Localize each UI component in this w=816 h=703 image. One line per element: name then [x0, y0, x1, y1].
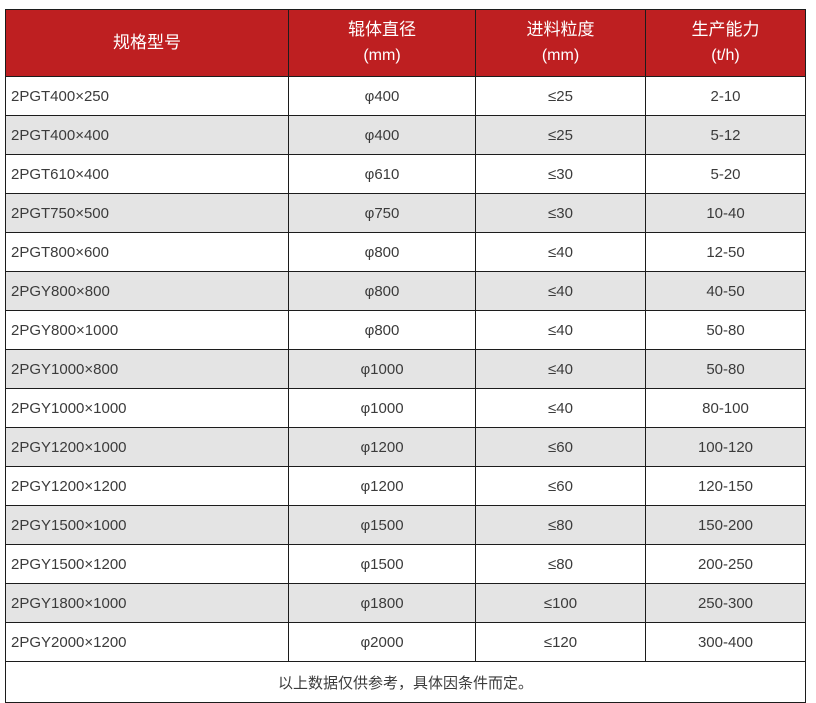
- cell-feed-size: ≤40: [475, 310, 646, 350]
- table-row: 2PGY1000×800 φ1000 ≤40 50-80: [5, 349, 806, 389]
- cell-feed-size: ≤80: [475, 505, 646, 545]
- column-header-model: 规格型号: [5, 9, 289, 77]
- cell-feed-size: ≤30: [475, 154, 646, 194]
- cell-feed-size: ≤40: [475, 388, 646, 428]
- cell-diameter: φ800: [288, 232, 476, 272]
- cell-capacity: 120-150: [645, 466, 806, 506]
- cell-diameter: φ2000: [288, 622, 476, 662]
- cell-model: 2PGT400×400: [5, 115, 289, 155]
- cell-feed-size: ≤40: [475, 271, 646, 311]
- cell-diameter: φ1200: [288, 466, 476, 506]
- cell-capacity: 5-20: [645, 154, 806, 194]
- cell-diameter: φ400: [288, 76, 476, 116]
- table-body: 2PGT400×250 φ400 ≤25 2-10 2PGT400×400 φ400 ≤25…: [5, 76, 806, 662]
- cell-capacity: 50-80: [645, 310, 806, 350]
- cell-diameter: φ1800: [288, 583, 476, 623]
- cell-capacity: 12-50: [645, 232, 806, 272]
- table-row: 2PGT400×400 φ400 ≤25 5-12: [5, 115, 806, 155]
- header-row: 规格型号 辊体直径 (mm) 进料粒度 (mm) 生产能力 (t/h): [5, 9, 806, 77]
- cell-capacity: 80-100: [645, 388, 806, 428]
- table-row: 2PGY1500×1000 φ1500 ≤80 150-200: [5, 505, 806, 545]
- cell-feed-size: ≤60: [475, 427, 646, 467]
- table-row: 2PGY800×1000 φ800 ≤40 50-80: [5, 310, 806, 350]
- table-row: 2PGY1200×1000 φ1200 ≤60 100-120: [5, 427, 806, 467]
- cell-model: 2PGY1200×1000: [5, 427, 289, 467]
- footnote-text: 以上数据仅供参考，具体因条件而定。: [5, 661, 806, 703]
- specification-table: 规格型号 辊体直径 (mm) 进料粒度 (mm) 生产能力 (t/h) 2PGT…: [5, 9, 806, 703]
- cell-model: 2PGT750×500: [5, 193, 289, 233]
- cell-diameter: φ1500: [288, 544, 476, 584]
- cell-feed-size: ≤80: [475, 544, 646, 584]
- table-footer: 以上数据仅供参考，具体因条件而定。: [5, 661, 806, 703]
- cell-model: 2PGY1800×1000: [5, 583, 289, 623]
- table-header: 规格型号 辊体直径 (mm) 进料粒度 (mm) 生产能力 (t/h): [5, 9, 806, 77]
- cell-capacity: 50-80: [645, 349, 806, 389]
- cell-diameter: φ800: [288, 271, 476, 311]
- column-header-capacity-label: 生产能力: [691, 20, 760, 39]
- table-row: 2PGY1500×1200 φ1500 ≤80 200-250: [5, 544, 806, 584]
- cell-model: 2PGY1200×1200: [5, 466, 289, 506]
- cell-model: 2PGY1000×1000: [5, 388, 289, 428]
- table-row: 2PGT610×400 φ610 ≤30 5-20: [5, 154, 806, 194]
- cell-diameter: φ1500: [288, 505, 476, 545]
- cell-diameter: φ400: [288, 115, 476, 155]
- table-row: 2PGY1200×1200 φ1200 ≤60 120-150: [5, 466, 806, 506]
- column-header-model-label: 规格型号: [113, 33, 181, 52]
- cell-feed-size: ≤60: [475, 466, 646, 506]
- cell-diameter: φ610: [288, 154, 476, 194]
- table-row: 2PGY2000×1200 φ2000 ≤120 300-400: [5, 622, 806, 662]
- cell-model: 2PGT400×250: [5, 76, 289, 116]
- cell-capacity: 10-40: [645, 193, 806, 233]
- column-header-feed-size: 进料粒度 (mm): [475, 9, 646, 77]
- table-row: 2PGY800×800 φ800 ≤40 40-50: [5, 271, 806, 311]
- column-header-roller-diameter-label: 辊体直径: [348, 20, 416, 39]
- cell-diameter: φ1200: [288, 427, 476, 467]
- cell-capacity: 250-300: [645, 583, 806, 623]
- cell-diameter: φ750: [288, 193, 476, 233]
- column-header-feed-size-label: 进料粒度: [526, 20, 595, 39]
- column-header-capacity: 生产能力 (t/h): [645, 9, 806, 77]
- cell-feed-size: ≤120: [475, 622, 646, 662]
- cell-model: 2PGY800×800: [5, 271, 289, 311]
- cell-capacity: 100-120: [645, 427, 806, 467]
- cell-feed-size: ≤25: [475, 115, 646, 155]
- cell-model: 2PGT800×600: [5, 232, 289, 272]
- cell-model: 2PGY1500×1000: [5, 505, 289, 545]
- cell-feed-size: ≤30: [475, 193, 646, 233]
- cell-model: 2PGY1500×1200: [5, 544, 289, 584]
- cell-capacity: 200-250: [645, 544, 806, 584]
- table-row: 2PGT400×250 φ400 ≤25 2-10: [5, 76, 806, 116]
- table-row: 2PGY1000×1000 φ1000 ≤40 80-100: [5, 388, 806, 428]
- column-header-roller-diameter: 辊体直径 (mm): [288, 9, 476, 77]
- column-header-capacity-unit: (t/h): [711, 47, 740, 64]
- cell-diameter: φ1000: [288, 349, 476, 389]
- cell-capacity: 150-200: [645, 505, 806, 545]
- cell-capacity: 5-12: [645, 115, 806, 155]
- column-header-feed-size-unit: (mm): [541, 47, 580, 64]
- cell-model: 2PGY1000×800: [5, 349, 289, 389]
- cell-feed-size: ≤40: [475, 232, 646, 272]
- cell-capacity: 300-400: [645, 622, 806, 662]
- table-row: 2PGY1800×1000 φ1800 ≤100 250-300: [5, 583, 806, 623]
- cell-capacity: 40-50: [645, 271, 806, 311]
- cell-model: 2PGY800×1000: [5, 310, 289, 350]
- cell-feed-size: ≤100: [475, 583, 646, 623]
- cell-model: 2PGT610×400: [5, 154, 289, 194]
- cell-diameter: φ1000: [288, 388, 476, 428]
- cell-model: 2PGY2000×1200: [5, 622, 289, 662]
- footnote-row: 以上数据仅供参考，具体因条件而定。: [5, 661, 806, 703]
- column-header-roller-diameter-unit: (mm): [363, 47, 401, 64]
- cell-feed-size: ≤40: [475, 349, 646, 389]
- table-row: 2PGT750×500 φ750 ≤30 10-40: [5, 193, 806, 233]
- cell-diameter: φ800: [288, 310, 476, 350]
- table-row: 2PGT800×600 φ800 ≤40 12-50: [5, 232, 806, 272]
- cell-capacity: 2-10: [645, 76, 806, 116]
- cell-feed-size: ≤25: [475, 76, 646, 116]
